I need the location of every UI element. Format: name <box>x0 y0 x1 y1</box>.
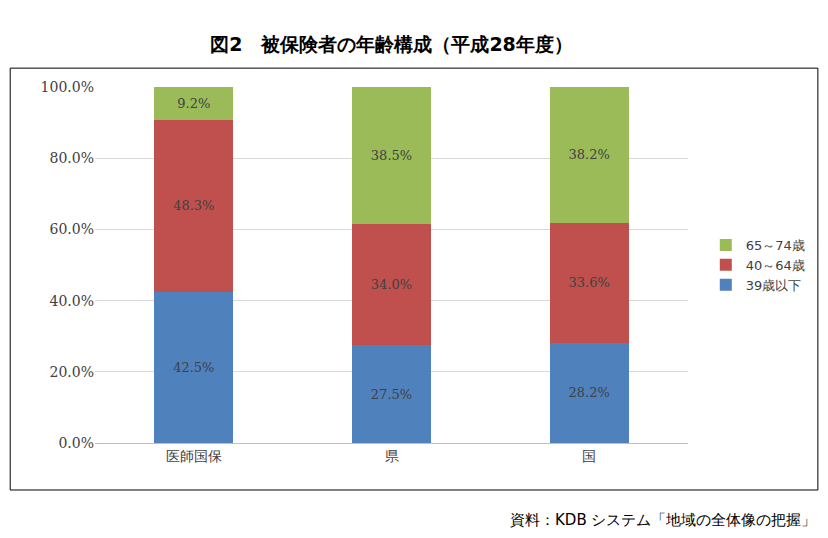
svg-text:県: 県 <box>385 448 399 464</box>
svg-text:38.5%: 38.5% <box>371 148 412 163</box>
svg-text:80.0%: 80.0% <box>50 150 94 166</box>
svg-text:40～64歳: 40～64歳 <box>746 258 805 273</box>
svg-text:33.6%: 33.6% <box>569 275 610 290</box>
svg-text:医師国保: 医師国保 <box>166 448 222 464</box>
svg-text:48.3%: 48.3% <box>173 198 214 213</box>
svg-text:100.0%: 100.0% <box>41 79 94 95</box>
svg-text:28.2%: 28.2% <box>569 385 610 400</box>
svg-text:34.0%: 34.0% <box>371 277 412 292</box>
svg-text:27.5%: 27.5% <box>371 387 412 402</box>
svg-text:65～74歳: 65～74歳 <box>746 238 805 253</box>
svg-text:40.0%: 40.0% <box>50 293 94 309</box>
svg-text:0.0%: 0.0% <box>58 435 94 451</box>
svg-text:60.0%: 60.0% <box>50 221 94 237</box>
svg-text:資料：KDB システム「地域の全体像の把握」: 資料：KDB システム「地域の全体像の把握」 <box>510 511 816 529</box>
svg-text:42.5%: 42.5% <box>173 360 214 375</box>
svg-text:20.0%: 20.0% <box>50 364 94 380</box>
svg-text:39歳以下: 39歳以下 <box>746 278 802 293</box>
svg-text:国: 国 <box>582 448 596 464</box>
svg-text:38.2%: 38.2% <box>569 147 610 162</box>
svg-text:9.2%: 9.2% <box>177 96 210 111</box>
svg-text:図2 被保険者の年齢構成（平成28年度）: 図2 被保険者の年齢構成（平成28年度） <box>210 33 573 55</box>
